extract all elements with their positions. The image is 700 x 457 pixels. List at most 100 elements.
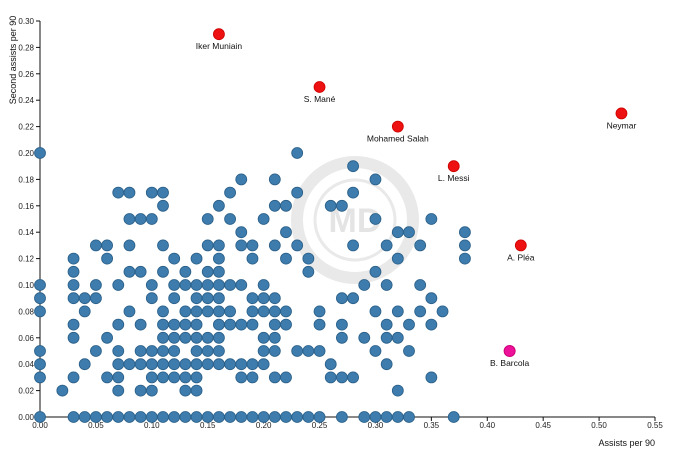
player-point[interactable]: [190, 358, 203, 371]
player-point[interactable]: [112, 279, 125, 291]
player-point[interactable]: [291, 411, 304, 423]
player-point[interactable]: [157, 345, 169, 357]
player-point[interactable]: [336, 292, 348, 305]
player-point[interactable]: [168, 411, 181, 423]
player-point[interactable]: [123, 265, 136, 278]
player-point[interactable]: [145, 279, 158, 291]
player-point[interactable]: [157, 358, 169, 371]
player-point[interactable]: [213, 279, 225, 291]
highlighted-player-point[interactable]: [391, 120, 404, 133]
player-point[interactable]: [313, 411, 326, 423]
player-point[interactable]: [190, 279, 203, 291]
player-point[interactable]: [347, 292, 359, 305]
player-point[interactable]: [336, 331, 348, 344]
player-point[interactable]: [425, 371, 438, 384]
player-point[interactable]: [246, 371, 259, 384]
player-point[interactable]: [414, 305, 427, 318]
player-point[interactable]: [123, 213, 136, 225]
player-point[interactable]: [112, 411, 125, 423]
player-point[interactable]: [414, 239, 427, 252]
player-point[interactable]: [235, 226, 248, 239]
player-point[interactable]: [157, 331, 169, 344]
player-point[interactable]: [134, 265, 147, 278]
player-point[interactable]: [78, 411, 91, 423]
player-point[interactable]: [112, 384, 125, 397]
player-point[interactable]: [112, 318, 125, 331]
player-point[interactable]: [123, 358, 136, 371]
player-point[interactable]: [213, 292, 225, 305]
player-point[interactable]: [179, 358, 192, 371]
player-point[interactable]: [380, 279, 393, 291]
player-point[interactable]: [369, 173, 382, 186]
player-point[interactable]: [34, 371, 46, 384]
player-point[interactable]: [67, 318, 80, 331]
player-point[interactable]: [112, 358, 125, 371]
player-point[interactable]: [145, 186, 158, 199]
player-point[interactable]: [268, 318, 281, 331]
player-point[interactable]: [201, 345, 214, 357]
highlighted-player-point[interactable]: [213, 28, 225, 41]
player-point[interactable]: [425, 292, 438, 305]
player-point[interactable]: [280, 318, 292, 331]
player-point[interactable]: [313, 345, 326, 357]
player-point[interactable]: [224, 305, 236, 318]
player-point[interactable]: [235, 411, 248, 423]
player-point[interactable]: [90, 279, 102, 291]
player-point[interactable]: [78, 305, 91, 318]
player-point[interactable]: [190, 252, 203, 265]
player-point[interactable]: [235, 279, 248, 291]
player-point[interactable]: [280, 252, 292, 265]
player-point[interactable]: [291, 345, 304, 357]
player-point[interactable]: [201, 292, 214, 305]
player-point[interactable]: [447, 411, 460, 423]
player-point[interactable]: [436, 305, 449, 318]
player-point[interactable]: [280, 305, 292, 318]
player-point[interactable]: [179, 371, 192, 384]
player-point[interactable]: [403, 345, 415, 357]
player-point[interactable]: [459, 239, 471, 252]
player-point[interactable]: [134, 345, 147, 357]
player-point[interactable]: [268, 331, 281, 344]
player-point[interactable]: [246, 252, 259, 265]
player-point[interactable]: [34, 279, 46, 291]
player-point[interactable]: [235, 173, 248, 186]
player-point[interactable]: [257, 358, 270, 371]
player-point[interactable]: [257, 279, 270, 291]
player-point[interactable]: [235, 371, 248, 384]
player-point[interactable]: [369, 345, 382, 357]
player-point[interactable]: [246, 292, 259, 305]
player-point[interactable]: [201, 279, 214, 291]
player-point[interactable]: [157, 305, 169, 318]
player-point[interactable]: [257, 213, 270, 225]
player-point[interactable]: [391, 384, 404, 397]
player-point[interactable]: [123, 239, 136, 252]
highlighted-player-point[interactable]: [313, 81, 326, 93]
player-point[interactable]: [145, 345, 158, 357]
player-point[interactable]: [67, 292, 80, 305]
player-point[interactable]: [34, 305, 46, 318]
player-point[interactable]: [145, 358, 158, 371]
player-point[interactable]: [280, 411, 292, 423]
player-point[interactable]: [380, 358, 393, 371]
player-point[interactable]: [34, 358, 46, 371]
player-point[interactable]: [67, 411, 80, 423]
player-point[interactable]: [168, 292, 181, 305]
player-point[interactable]: [168, 371, 181, 384]
player-point[interactable]: [179, 265, 192, 278]
player-point[interactable]: [201, 265, 214, 278]
player-point[interactable]: [78, 358, 91, 371]
player-point[interactable]: [213, 265, 225, 278]
player-point[interactable]: [134, 213, 147, 225]
player-point[interactable]: [302, 411, 315, 423]
player-point[interactable]: [34, 345, 46, 357]
player-point[interactable]: [168, 252, 181, 265]
player-point[interactable]: [347, 371, 359, 384]
player-point[interactable]: [157, 371, 169, 384]
player-point[interactable]: [403, 318, 415, 331]
player-point[interactable]: [268, 199, 281, 212]
player-point[interactable]: [157, 199, 169, 212]
player-point[interactable]: [201, 239, 214, 252]
player-point[interactable]: [213, 252, 225, 265]
highlighted-player-point[interactable]: [447, 160, 460, 173]
player-point[interactable]: [358, 411, 371, 423]
